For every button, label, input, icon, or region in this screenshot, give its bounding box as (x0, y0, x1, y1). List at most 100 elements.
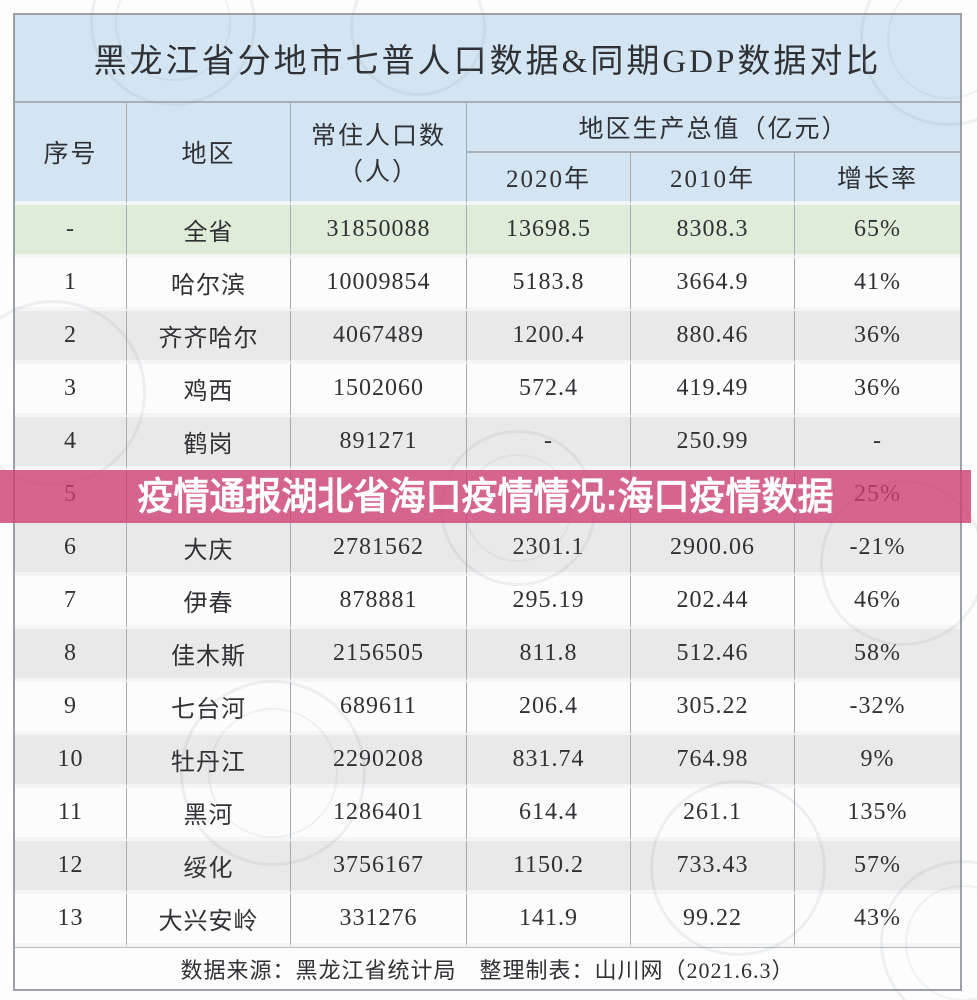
cell-growth: 36% (795, 364, 961, 417)
col-header-growth: 增长率 (795, 153, 961, 205)
cell-gdp-2010: 880.46 (631, 311, 795, 364)
cell-gdp-2010: 3664.9 (631, 258, 795, 311)
cell-region: 牡丹江 (127, 735, 291, 788)
cell-region: 佳木斯 (127, 629, 291, 682)
table-row: 3 鸡西 1502060 572.4 419.49 36% (15, 364, 961, 417)
cell-region: 鹤岗 (127, 417, 291, 470)
col-header-2010: 2010年 (631, 153, 795, 205)
table-title: 黑龙江省分地市七普人口数据&同期GDP数据对比 (15, 15, 961, 103)
cell-region: 绥化 (127, 841, 291, 894)
cell-region: 鸡西 (127, 364, 291, 417)
cell-gdp-2010: 99.22 (631, 894, 795, 947)
col-header-population-line2: （人） (337, 159, 419, 186)
cell-population: 891271 (291, 417, 467, 470)
cell-seq: 9 (15, 682, 127, 735)
cell-region: 大庆 (127, 523, 291, 576)
cell-seq: - (15, 205, 127, 258)
cell-gdp-2010: 305.22 (631, 682, 795, 735)
cell-population: 31850088 (291, 205, 467, 258)
cell-seq: 10 (15, 735, 127, 788)
cell-population: 878881 (291, 576, 467, 629)
cell-growth: 65% (795, 205, 961, 258)
table-row: 9 七台河 689611 206.4 305.22 -32% (15, 682, 961, 735)
cell-region: 哈尔滨 (127, 258, 291, 311)
cell-region: 伊春 (127, 576, 291, 629)
cell-gdp-2010: 419.49 (631, 364, 795, 417)
table-row: 11 黑河 1286401 614.4 261.1 135% (15, 788, 961, 841)
cell-gdp-2010: 733.43 (631, 841, 795, 894)
cell-population: 1502060 (291, 364, 467, 417)
cell-gdp-2010: 250.99 (631, 417, 795, 470)
cell-region: 全省 (127, 205, 291, 258)
table-row: 6 大庆 2781562 2301.1 2900.06 -21% (15, 523, 961, 576)
header-row-1: 序号 地区 常住人口数 （人） 地区生产总值（亿元） (15, 103, 961, 205)
cell-seq: 4 (15, 417, 127, 470)
cell-gdp-2020: - (467, 417, 631, 470)
cell-seq: 6 (15, 523, 127, 576)
cell-gdp-2010: 202.44 (631, 576, 795, 629)
table-row: 4 鹤岗 891271 - 250.99 - (15, 417, 961, 470)
cell-region: 黑河 (127, 788, 291, 841)
cell-region: 大兴安岭 (127, 894, 291, 947)
cell-gdp-2020: 614.4 (467, 788, 631, 841)
title-row: 黑龙江省分地市七普人口数据&同期GDP数据对比 (15, 15, 961, 103)
cell-growth: 46% (795, 576, 961, 629)
table-row: 2 齐齐哈尔 4067489 1200.4 880.46 36% (15, 311, 961, 364)
cell-growth: - (795, 417, 961, 470)
table-row: 10 牡丹江 2290208 831.74 764.98 9% (15, 735, 961, 788)
cell-growth: 43% (795, 894, 961, 947)
cell-gdp-2020: 1200.4 (467, 311, 631, 364)
cell-gdp-2010: 261.1 (631, 788, 795, 841)
cell-region: 七台河 (127, 682, 291, 735)
col-header-region: 地区 (127, 103, 291, 205)
cell-gdp-2010: 2900.06 (631, 523, 795, 576)
cell-gdp-2020: 141.9 (467, 894, 631, 947)
cell-gdp-2020: 13698.5 (467, 205, 631, 258)
cell-growth: 57% (795, 841, 961, 894)
cell-seq: 3 (15, 364, 127, 417)
table-row: 8 佳木斯 2156505 811.8 512.46 58% (15, 629, 961, 682)
cell-gdp-2020: 2301.1 (467, 523, 631, 576)
cell-growth: -21% (795, 523, 961, 576)
col-header-seq: 序号 (15, 103, 127, 205)
cell-gdp-2010: 764.98 (631, 735, 795, 788)
cell-growth: 58% (795, 629, 961, 682)
cell-population: 2156505 (291, 629, 467, 682)
cell-seq: 1 (15, 258, 127, 311)
cell-population: 331276 (291, 894, 467, 947)
cell-gdp-2020: 811.8 (467, 629, 631, 682)
cell-seq: 8 (15, 629, 127, 682)
cell-seq: 13 (15, 894, 127, 947)
header-row-2: 2020年 2010年 增长率 (15, 153, 961, 205)
cell-seq: 11 (15, 788, 127, 841)
cell-growth: 36% (795, 311, 961, 364)
cell-gdp-2020: 572.4 (467, 364, 631, 417)
cell-growth: -32% (795, 682, 961, 735)
col-header-gdp-group: 地区生产总值（亿元） (467, 103, 961, 153)
table-row: - 全省 31850088 13698.5 8308.3 65% (15, 205, 961, 258)
table-row: 12 绥化 3756167 1150.2 733.43 57% (15, 841, 961, 894)
data-source-note: 数据来源：黑龙江省统计局 整理制表：山川网（2021.6.3） (15, 947, 961, 989)
cell-seq: 2 (15, 311, 127, 364)
cell-population: 4067489 (291, 311, 467, 364)
cell-gdp-2010: 512.46 (631, 629, 795, 682)
cell-population: 1286401 (291, 788, 467, 841)
cell-population: 10009854 (291, 258, 467, 311)
col-header-population-line1: 常住人口数 (310, 123, 446, 150)
footer-row: 数据来源：黑龙江省统计局 整理制表：山川网（2021.6.3） (15, 947, 961, 989)
overlay-caption-text: 疫情通报湖北省海口疫情情况:海口疫情数据 (137, 474, 834, 518)
table-row: 1 哈尔滨 10009854 5183.8 3664.9 41% (15, 258, 961, 311)
overlay-caption-banner: 疫情通报湖北省海口疫情情况:海口疫情数据 (0, 470, 971, 523)
col-header-population: 常住人口数 （人） (291, 103, 467, 205)
cell-gdp-2020: 5183.8 (467, 258, 631, 311)
cell-population: 2290208 (291, 735, 467, 788)
cell-seq: 7 (15, 576, 127, 629)
cell-growth: 41% (795, 258, 961, 311)
table-body: - 全省 31850088 13698.5 8308.3 65% 1 哈尔滨 1… (15, 205, 961, 947)
cell-gdp-2020: 1150.2 (467, 841, 631, 894)
cell-gdp-2020: 831.74 (467, 735, 631, 788)
cell-growth: 9% (795, 735, 961, 788)
cell-population: 3756167 (291, 841, 467, 894)
cell-region: 齐齐哈尔 (127, 311, 291, 364)
